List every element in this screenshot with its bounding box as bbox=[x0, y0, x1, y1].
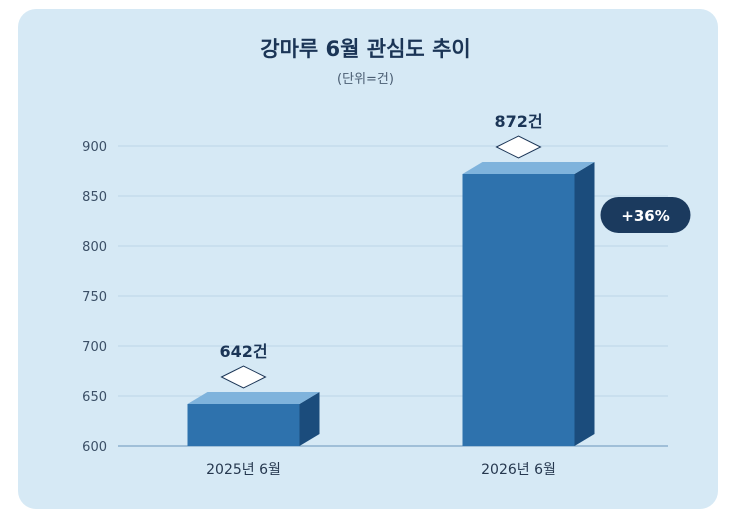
bar bbox=[462, 174, 575, 446]
chart-subtitle: (단위=건) bbox=[337, 72, 394, 87]
bar-top bbox=[462, 162, 595, 174]
bar-top bbox=[187, 392, 320, 404]
y-tick-label: 700 bbox=[82, 340, 107, 355]
bar-side bbox=[574, 162, 595, 446]
y-tick-label: 850 bbox=[82, 190, 107, 205]
bar bbox=[187, 404, 300, 446]
y-tick-label: 650 bbox=[82, 390, 107, 405]
x-tick-label: 2025년 6월 bbox=[206, 462, 281, 478]
change-badge-label: +36% bbox=[621, 207, 669, 225]
y-tick-label: 750 bbox=[82, 290, 107, 305]
bar-side bbox=[299, 392, 320, 446]
y-tick-label: 900 bbox=[82, 140, 107, 155]
y-tick-label: 800 bbox=[82, 240, 107, 255]
diamond-marker bbox=[220, 365, 267, 389]
chart-card bbox=[18, 9, 718, 509]
chart-title: 강마루 6월 관심도 추이 bbox=[260, 37, 471, 61]
diamond-marker bbox=[495, 135, 542, 159]
data-label: 872건 bbox=[494, 112, 542, 131]
x-tick-label: 2026년 6월 bbox=[481, 462, 556, 478]
y-tick-label: 600 bbox=[82, 440, 107, 455]
data-label: 642건 bbox=[219, 342, 267, 361]
change-badge bbox=[600, 197, 691, 233]
